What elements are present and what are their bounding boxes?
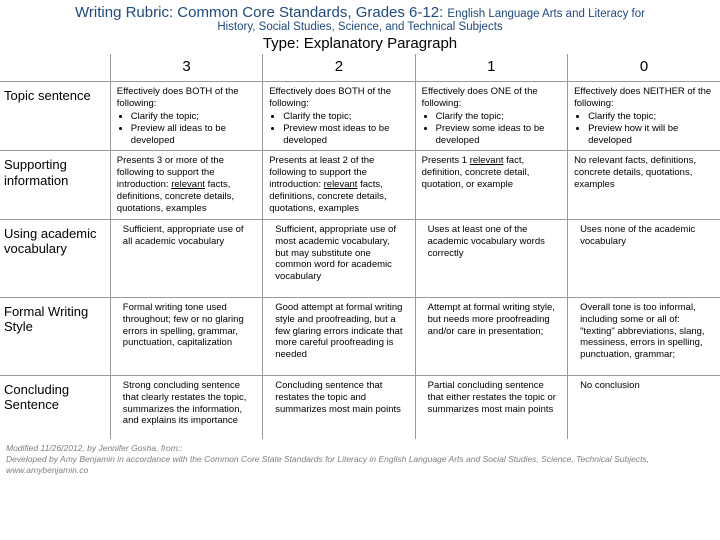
title-main: Writing Rubric: Common Core Standards, G… (75, 4, 443, 21)
table-row: Supporting informationPresents 3 or more… (0, 151, 720, 219)
rubric-type: Type: Explanatory Paragraph (10, 35, 710, 52)
table-row: Formal Writing StyleFormal writing tone … (0, 297, 720, 375)
rubric-body: Topic sentenceEffectively does BOTH of t… (0, 82, 720, 440)
rubric-cell: No conclusion (568, 375, 720, 439)
row-label: Topic sentence (0, 82, 110, 151)
rubric-cell: Effectively does ONE of the following:Cl… (415, 82, 567, 151)
rubric-cell: Partial concluding sentence that either … (415, 375, 567, 439)
title-sub1: English Language Arts and Literacy for (447, 8, 645, 20)
rubric-cell: Concluding sentence that restates the to… (263, 375, 415, 439)
score-col-1: 1 (415, 54, 567, 82)
rubric-cell: Sufficient, appropriate use of most acad… (263, 219, 415, 297)
rubric-cell: Presents 3 or more of the following to s… (110, 151, 262, 219)
rubric-cell: Good attempt at formal writing style and… (263, 297, 415, 375)
table-row: Using academic vocabularySufficient, app… (0, 219, 720, 297)
score-col-0: 0 (568, 54, 720, 82)
rubric-table: 3 2 1 0 Topic sentenceEffectively does B… (0, 54, 720, 439)
score-col-2: 2 (263, 54, 415, 82)
rubric-cell: Presents at least 2 of the following to … (263, 151, 415, 219)
rubric-cell: Sufficient, appropriate use of all acade… (110, 219, 262, 297)
title-line-1: Writing Rubric: Common Core Standards, G… (10, 4, 710, 21)
rubric-cell: Strong concluding sentence that clearly … (110, 375, 262, 439)
footer: Modified 11/26/2012, by Jennifer Gosha, … (0, 439, 720, 475)
rubric-header: Writing Rubric: Common Core Standards, G… (0, 0, 720, 54)
row-label: Using academic vocabulary (0, 219, 110, 297)
row-label: Formal Writing Style (0, 297, 110, 375)
rubric-cell: Presents 1 relevant fact, definition, co… (415, 151, 567, 219)
footer-line1: Modified 11/26/2012, by Jennifer Gosha, … (6, 443, 714, 454)
rubric-cell: No relevant facts, definitions, concrete… (568, 151, 720, 219)
table-row: Concluding SentenceStrong concluding sen… (0, 375, 720, 439)
rubric-cell: Formal writing tone used throughout; few… (110, 297, 262, 375)
score-col-3: 3 (110, 54, 262, 82)
title-line-2: History, Social Studies, Science, and Te… (10, 21, 710, 33)
rubric-cell: Overall tone is too informal, including … (568, 297, 720, 375)
footer-line2: Developed by Amy Benjamin in accordance … (6, 454, 714, 475)
rubric-cell: Effectively does NEITHER of the followin… (568, 82, 720, 151)
rubric-cell: Attempt at formal writing style, but nee… (415, 297, 567, 375)
blank-corner (0, 54, 110, 82)
row-label: Concluding Sentence (0, 375, 110, 439)
rubric-cell: Effectively does BOTH of the following:C… (263, 82, 415, 151)
row-label: Supporting information (0, 151, 110, 219)
score-header-row: 3 2 1 0 (0, 54, 720, 82)
table-row: Topic sentenceEffectively does BOTH of t… (0, 82, 720, 151)
rubric-cell: Uses none of the academic vocabulary (568, 219, 720, 297)
rubric-cell: Effectively does BOTH of the following:C… (110, 82, 262, 151)
rubric-cell: Uses at least one of the academic vocabu… (415, 219, 567, 297)
